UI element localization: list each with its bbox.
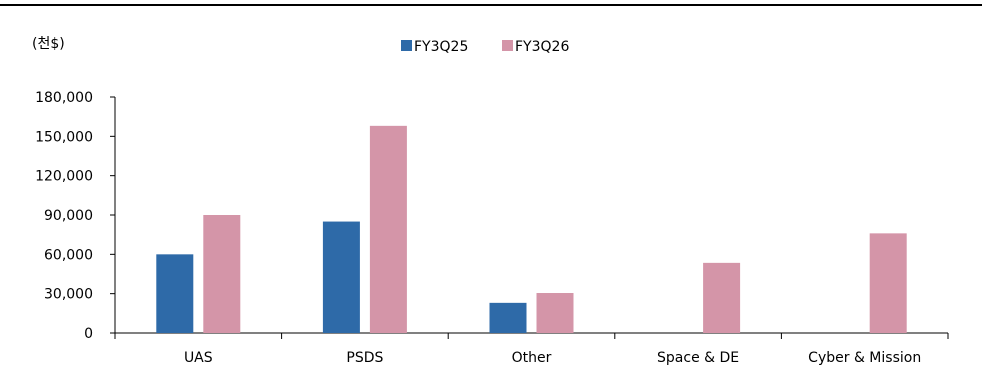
legend-swatch (401, 40, 412, 51)
x-tick-label: UAS (184, 350, 213, 366)
x-axis: UAS PSDS Other Space & DE Cyber & Mission (114, 332, 949, 366)
bar-FY3Q25-other (489, 302, 527, 333)
bar-FY3Q25-psds (322, 221, 360, 333)
legend-label: FY3Q26 (515, 39, 569, 55)
y-tick-label: 180,000 (35, 90, 93, 106)
bar-FY3Q25-uas (156, 254, 194, 333)
y-tick-label: 90,000 (44, 208, 93, 224)
y-tick-label: 150,000 (35, 129, 93, 145)
bar-FY3Q26-psds (369, 125, 407, 333)
y-tick-label: 120,000 (35, 169, 93, 185)
bar-FY3Q26-uas (203, 215, 241, 333)
bar-FY3Q26-other (536, 293, 574, 333)
unit-label: (천$) (32, 36, 65, 52)
y-axis: 0 30,000 60,000 90,000 120,000 150,000 180,000 (35, 90, 116, 342)
bars (156, 125, 907, 333)
legend: FY3Q25 FY3Q26 (401, 39, 569, 55)
x-tick-label: Space & DE (657, 350, 739, 366)
bar-FY3Q26-cyber-mission (869, 233, 907, 333)
y-tick-label: 0 (84, 326, 93, 342)
x-tick-label: PSDS (346, 350, 383, 366)
y-tick-label: 60,000 (44, 247, 93, 263)
y-tick-label: 30,000 (44, 287, 93, 303)
legend-swatch (502, 40, 513, 51)
x-tick-label: Other (512, 350, 552, 366)
bar-FY3Q26-space-de (703, 262, 741, 333)
legend-label: FY3Q25 (414, 39, 468, 55)
x-tick-label: Cyber & Mission (808, 350, 921, 366)
